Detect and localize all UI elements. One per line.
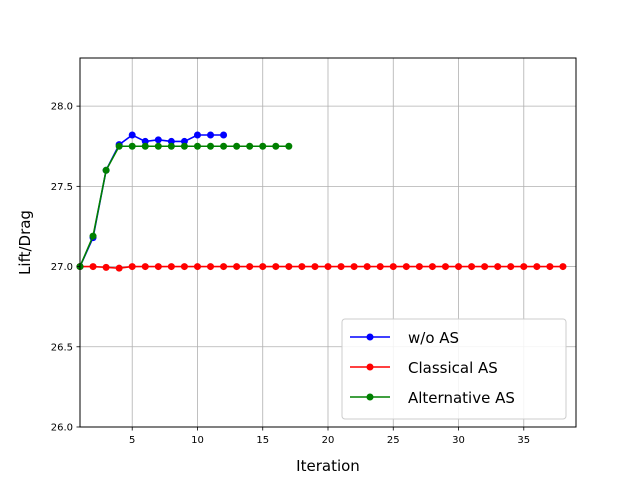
data-point: [180, 137, 188, 145]
data-point: [272, 142, 280, 150]
data-point: [154, 136, 162, 144]
data-point: [180, 142, 188, 150]
data-point: [428, 263, 436, 271]
x-tick-label: 30: [452, 435, 465, 446]
data-point: [167, 142, 175, 150]
legend: w/o AS Classical AS Alternative AS: [341, 318, 567, 420]
data-point: [167, 263, 175, 271]
data-point: [481, 263, 489, 271]
data-point: [259, 142, 267, 150]
legend-marker: [366, 393, 374, 401]
x-tick-label: 10: [191, 435, 204, 446]
legend-label: Classical AS: [408, 359, 498, 377]
data-point: [154, 142, 162, 150]
data-point: [507, 263, 515, 271]
legend-marker: [366, 333, 374, 341]
data-point: [207, 142, 215, 150]
data-point: [298, 263, 306, 271]
data-point: [272, 263, 280, 271]
data-point: [311, 263, 319, 271]
data-point: [115, 142, 123, 150]
series-alternative-as: [76, 142, 293, 271]
legend-box: [341, 318, 567, 420]
data-point: [376, 263, 384, 271]
x-tick-label: 5: [129, 435, 135, 446]
data-point: [233, 142, 241, 150]
data-point: [193, 131, 201, 139]
data-point: [141, 263, 149, 271]
y-tick-label: 26.0: [51, 423, 73, 434]
data-point: [389, 263, 397, 271]
data-point: [154, 263, 162, 271]
data-point: [285, 142, 293, 150]
data-point: [246, 142, 254, 150]
data-point: [468, 263, 476, 271]
y-axis-label: Lift/Drag: [16, 210, 34, 275]
data-point: [102, 263, 110, 271]
data-point: [207, 263, 215, 271]
y-tick-label: 27.0: [51, 262, 73, 273]
data-point: [233, 263, 241, 271]
axis-ticks: 5 10 15 20 25 30 35 26.0 26.5 27.0 27.5 28.0: [51, 102, 530, 446]
data-point: [441, 263, 449, 271]
x-axis-label: Iteration: [296, 457, 360, 475]
data-point: [533, 263, 541, 271]
data-point: [128, 131, 136, 139]
legend-label: w/o AS: [408, 329, 459, 347]
y-tick-label: 26.5: [51, 342, 73, 353]
data-point: [415, 263, 423, 271]
data-point: [220, 142, 228, 150]
data-point: [520, 263, 528, 271]
data-point: [363, 263, 371, 271]
x-tick-label: 35: [517, 435, 530, 446]
x-tick-label: 15: [256, 435, 269, 446]
data-point: [193, 263, 201, 271]
legend-label: Alternative AS: [408, 389, 515, 407]
data-point: [455, 263, 463, 271]
legend-entry: w/o AS: [350, 329, 459, 347]
legend-entry: Classical AS: [350, 359, 498, 377]
data-point: [494, 263, 502, 271]
data-point: [546, 263, 554, 271]
data-point: [337, 263, 345, 271]
data-point: [89, 263, 97, 271]
data-point: [285, 263, 293, 271]
data-point: [102, 166, 110, 174]
x-tick-label: 25: [387, 435, 400, 446]
data-point: [324, 263, 332, 271]
data-point: [559, 263, 567, 271]
data-point: [115, 264, 123, 272]
data-point: [180, 263, 188, 271]
series-layer: [76, 131, 567, 272]
data-point: [89, 232, 97, 240]
legend-marker: [366, 363, 374, 371]
data-point: [141, 137, 149, 145]
y-tick-label: 28.0: [51, 102, 73, 113]
data-point: [246, 263, 254, 271]
data-point: [141, 142, 149, 150]
data-point: [350, 263, 358, 271]
x-tick-label: 20: [322, 435, 335, 446]
data-point: [402, 263, 410, 271]
data-point: [167, 137, 175, 145]
data-point: [128, 263, 136, 271]
legend-entry: Alternative AS: [350, 389, 515, 407]
data-point: [193, 142, 201, 150]
y-tick-label: 27.5: [51, 182, 73, 193]
data-point: [220, 263, 228, 271]
data-point: [207, 131, 215, 139]
data-point: [128, 142, 136, 150]
data-point: [259, 263, 267, 271]
data-point: [220, 131, 228, 139]
